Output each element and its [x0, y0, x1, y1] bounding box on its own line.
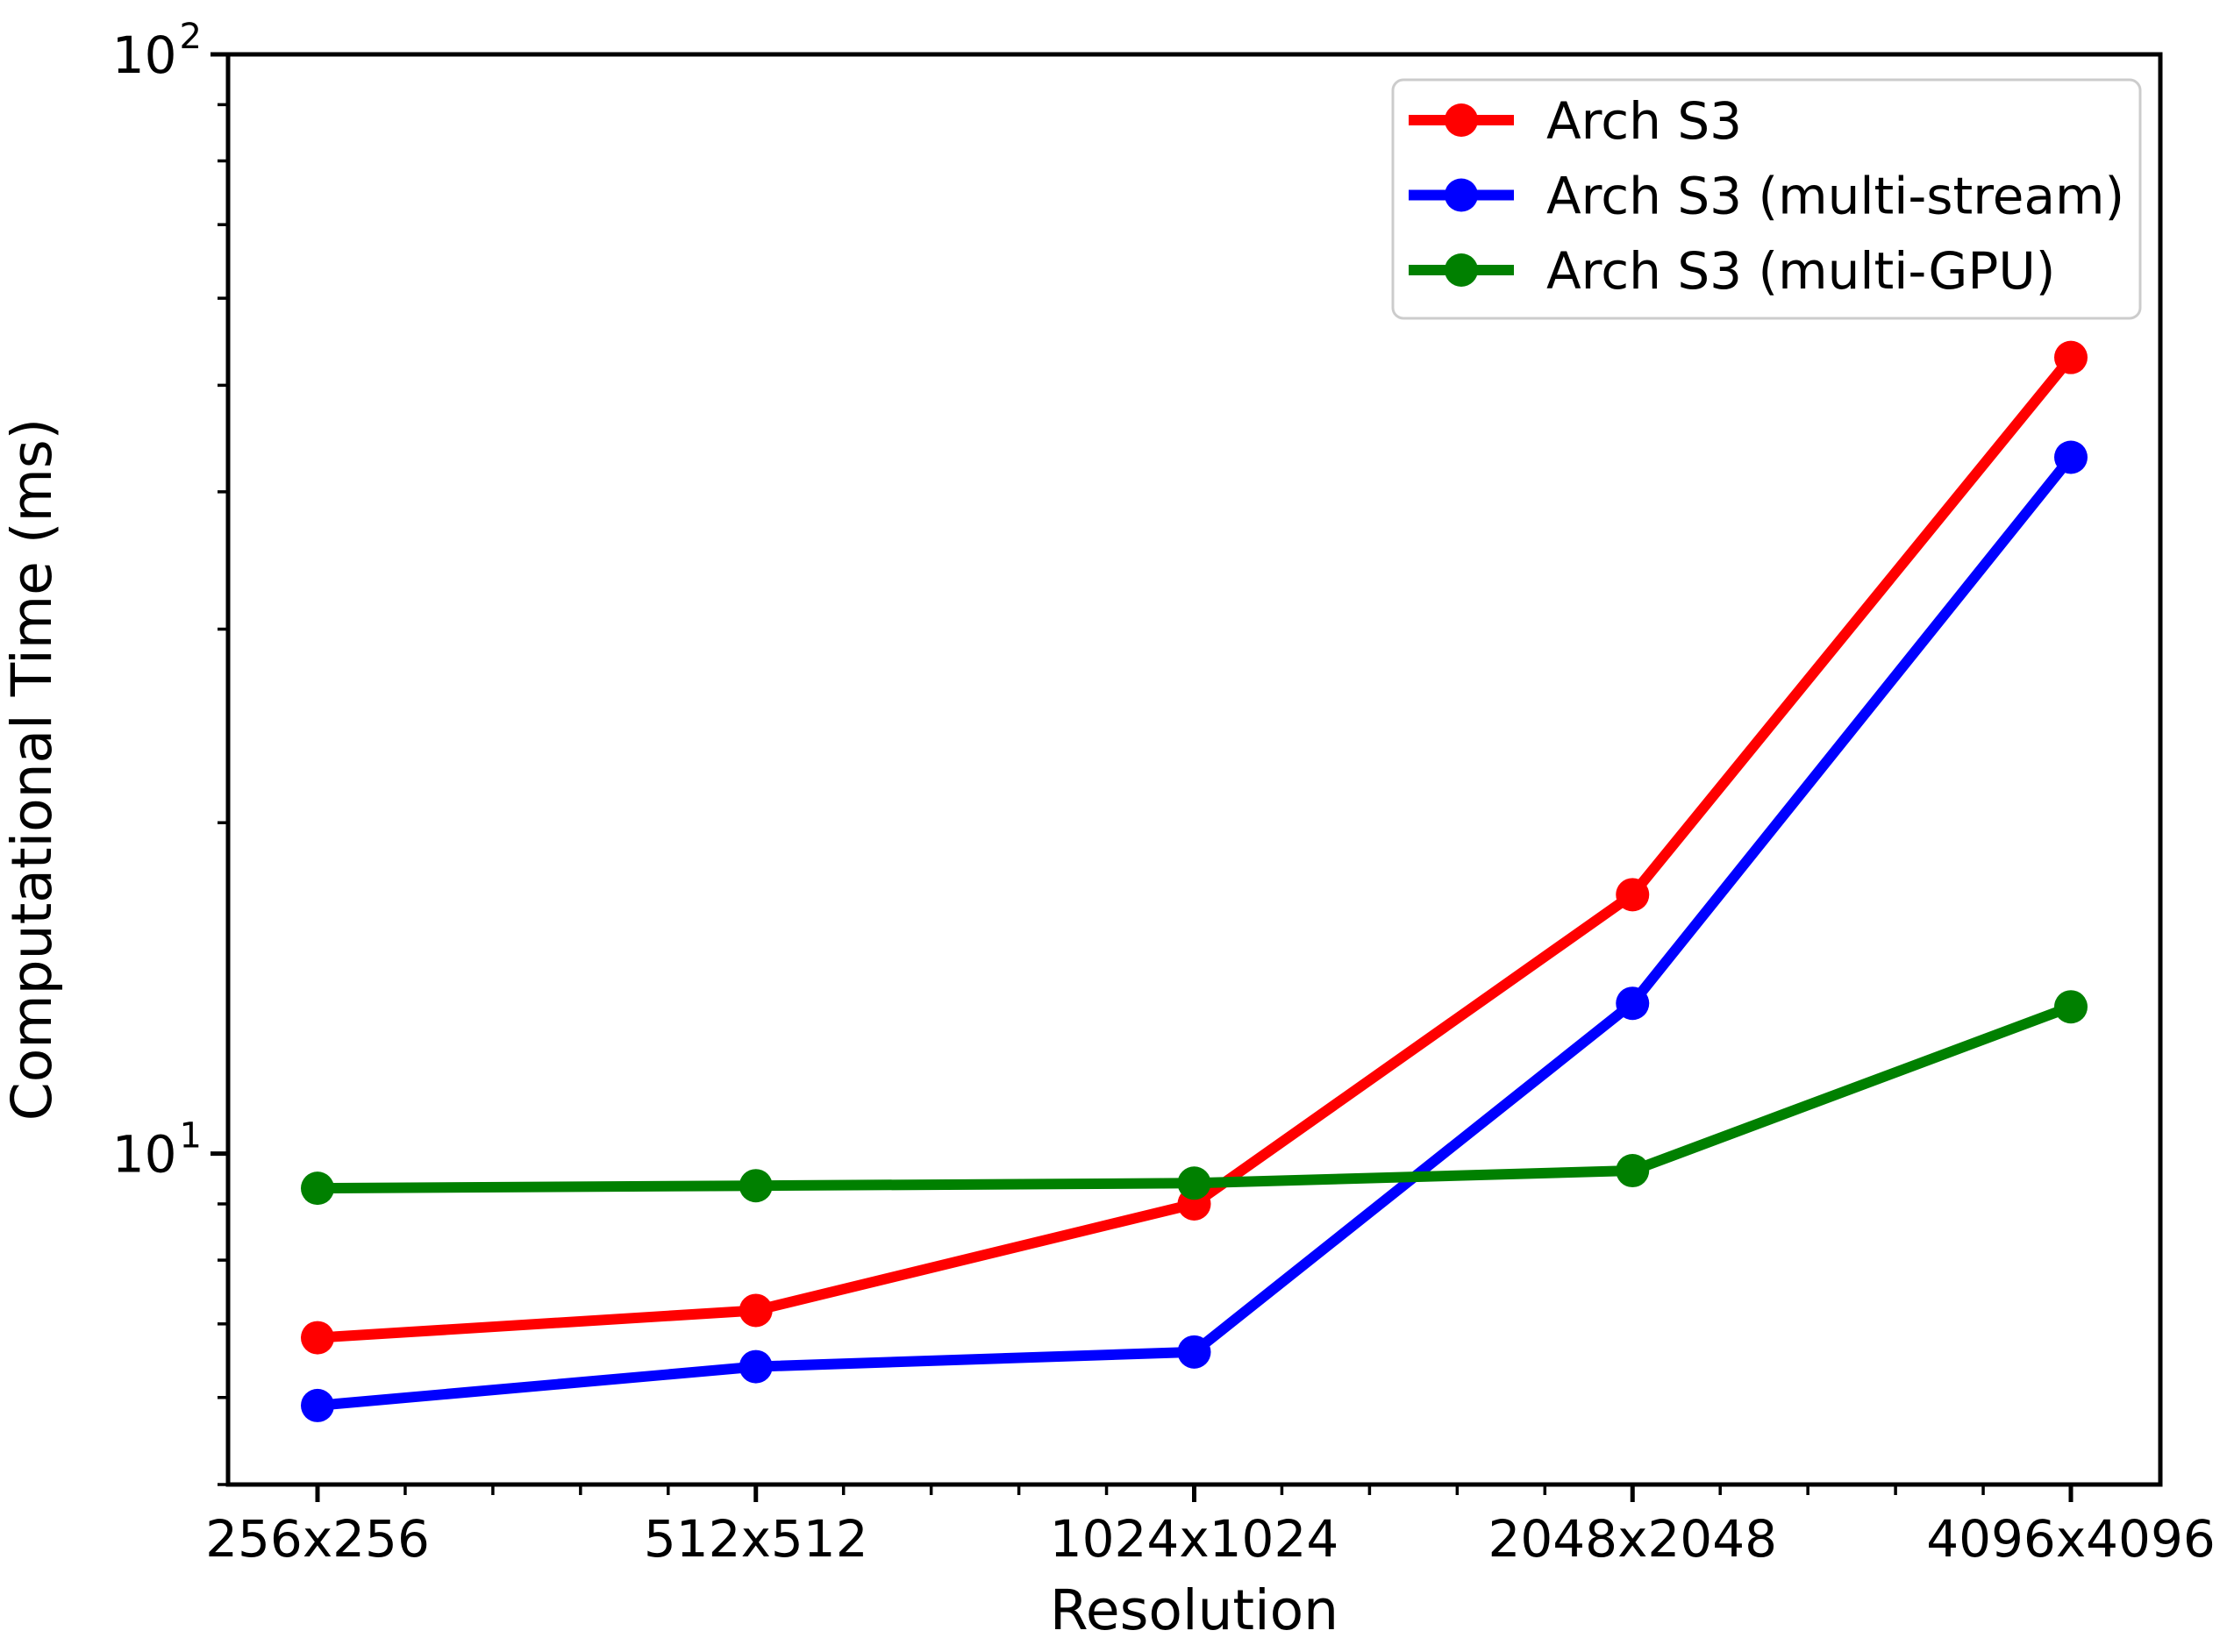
data-point-arch-s3-multi-gpu: [739, 1169, 773, 1203]
x-axis: 256x256 512x512 1024x1024 2048x2048 4096x409…: [205, 1485, 2216, 1642]
data-point-arch-s3-multi-stream: [1177, 1335, 1211, 1369]
legend-marker-icon: [1445, 253, 1478, 287]
legend-entry-arch-s3-multi-gpu: Arch S3 (multi-GPU): [1409, 241, 2055, 301]
y-axis: 101 102 Computational Time (ms): [0, 17, 228, 1486]
data-point-arch-s3: [2054, 340, 2088, 374]
legend-entry-arch-s3-multi-stream: Arch S3 (multi-stream): [1409, 167, 2124, 226]
legend-label: Arch S3: [1546, 91, 1742, 151]
data-point-arch-s3-multi-gpu: [2054, 990, 2088, 1024]
data-point-arch-s3-multi-gpu: [1177, 1166, 1211, 1200]
data-point-arch-s3: [739, 1293, 773, 1328]
legend-label: Arch S3 (multi-stream): [1546, 167, 2124, 226]
legend-entry-arch-s3: Arch S3: [1409, 91, 1742, 151]
series-arch-s3: [301, 340, 2088, 1355]
x-tick-label: 1024x1024: [1050, 1509, 1339, 1569]
data-point-arch-s3: [301, 1321, 334, 1355]
series-group: [301, 340, 2088, 1422]
series-arch-s3-multi-gpu: [301, 990, 2088, 1206]
x-tick-label: 512x512: [644, 1509, 868, 1569]
x-tick-label: 256x256: [205, 1509, 430, 1569]
legend-label: Arch S3 (multi-GPU): [1546, 241, 2055, 301]
legend-box: [1391, 78, 2142, 320]
series-line-arch-s3-multi-gpu: [317, 1001, 2074, 1194]
data-point-arch-s3-multi-gpu: [1616, 1154, 1650, 1188]
data-point-arch-s3: [1616, 878, 1650, 912]
series-line-arch-s3-multi-stream: [317, 453, 2075, 1411]
y-tick-label: 101: [112, 1116, 202, 1185]
data-point-arch-s3-multi-stream: [739, 1349, 773, 1384]
plot-frame: [225, 52, 2163, 1487]
x-tick-label: 4096x4096: [1926, 1509, 2216, 1569]
y-axis-title: Computational Time (ms): [0, 418, 64, 1122]
series-arch-s3-multi-stream: [301, 440, 2088, 1422]
data-point-arch-s3-multi-gpu: [301, 1171, 334, 1206]
data-point-arch-s3-multi-stream: [1616, 986, 1650, 1021]
x-axis-title: Resolution: [1050, 1578, 1338, 1642]
data-point-arch-s3-multi-stream: [301, 1388, 334, 1422]
legend-marker-icon: [1445, 178, 1478, 212]
y-tick-label: 102: [112, 17, 202, 85]
legend: Arch S3 Arch S3 (multi-stream) Arch S3 (mu…: [1391, 78, 2142, 320]
data-point-arch-s3-multi-stream: [2054, 440, 2088, 474]
x-tick-label: 2048x2048: [1488, 1509, 1777, 1569]
legend-marker-icon: [1445, 103, 1478, 137]
